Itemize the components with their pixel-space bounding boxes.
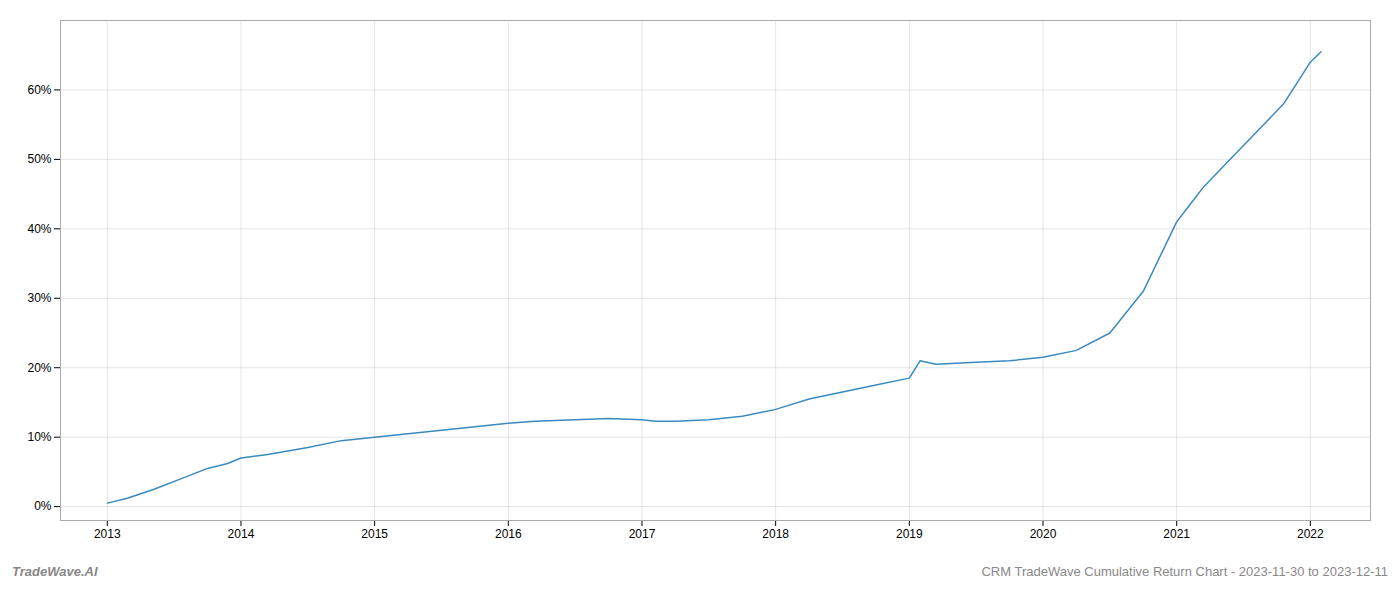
svg-text:10%: 10% xyxy=(27,430,51,444)
svg-text:50%: 50% xyxy=(27,152,51,166)
svg-text:2017: 2017 xyxy=(629,527,656,541)
svg-text:2013: 2013 xyxy=(94,527,121,541)
svg-text:2016: 2016 xyxy=(495,527,522,541)
html-text:TradeWave.AI: TradeWave.AI xyxy=(12,564,98,579)
svg-text:2015: 2015 xyxy=(361,527,388,541)
svg-text:2022: 2022 xyxy=(1297,527,1324,541)
svg-text:2020: 2020 xyxy=(1030,527,1057,541)
svg-text:40%: 40% xyxy=(27,222,51,236)
svg-text:20%: 20% xyxy=(27,361,51,375)
svg-text:2014: 2014 xyxy=(228,527,255,541)
svg-text:60%: 60% xyxy=(27,83,51,97)
svg-text:2021: 2021 xyxy=(1163,527,1190,541)
svg-text:30%: 30% xyxy=(27,291,51,305)
svg-text:0%: 0% xyxy=(34,499,52,513)
svg-text:2019: 2019 xyxy=(896,527,923,541)
html-text:CRM TradeWave Cumulative Retur: CRM TradeWave Cumulative Return Chart - … xyxy=(981,564,1388,579)
svg-text:2018: 2018 xyxy=(762,527,789,541)
